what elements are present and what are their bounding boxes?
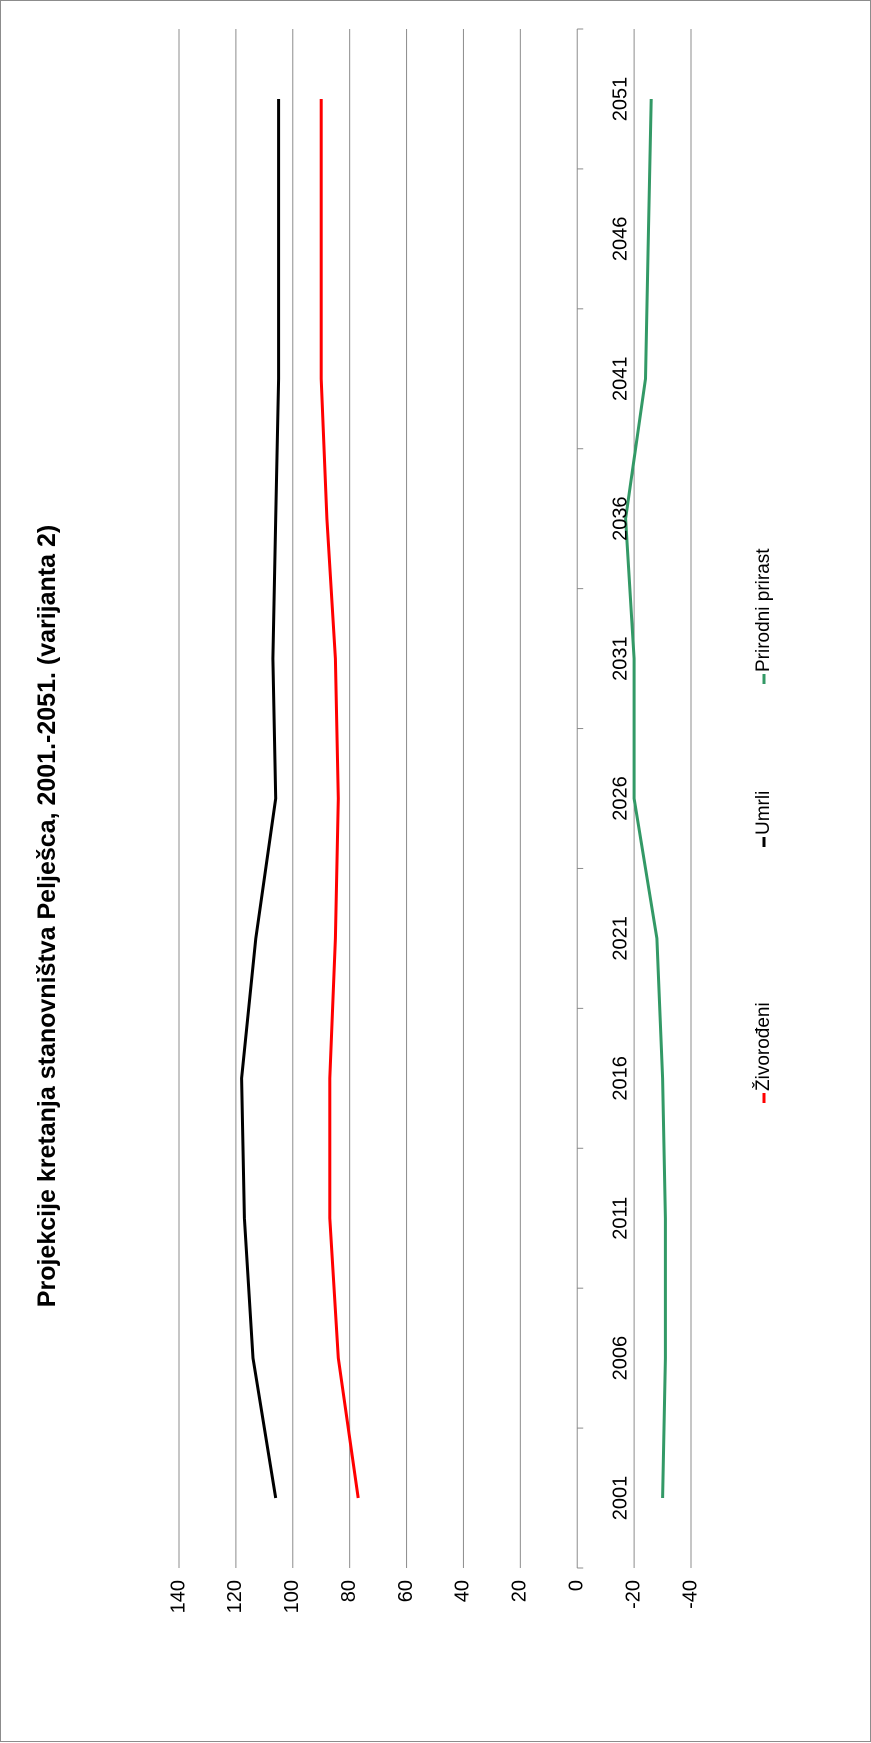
year-label-2021: 2021 <box>610 916 632 961</box>
year-label-2046: 2046 <box>610 217 632 262</box>
value-tick-label-60: 60 <box>395 1580 417 1602</box>
value-tick-label-80: 80 <box>338 1580 360 1602</box>
value-tick-label-20: 20 <box>509 1580 531 1602</box>
year-label-2031: 2031 <box>610 636 632 681</box>
value-tick-label-120: 120 <box>224 1580 246 1613</box>
year-label-2011: 2011 <box>610 1197 632 1240</box>
value-tick-label-40: 40 <box>452 1580 474 1602</box>
label-layer: -40 -20 0 20 40 60 80 100 120 140 2001 2006 2011 2016… <box>167 77 701 1614</box>
grid-layer <box>178 29 692 1568</box>
value-tick-label-100: 100 <box>281 1580 303 1613</box>
year-label-2041: 2041 <box>610 357 632 402</box>
axis-layer <box>576 28 584 1569</box>
year-label-2016: 2016 <box>610 1056 632 1101</box>
year-label-2001: 2001 <box>610 1476 632 1521</box>
value-tick-label--40: -40 <box>679 1580 701 1609</box>
year-label-2026: 2026 <box>610 776 632 821</box>
year-label-2051: 2051 <box>610 77 632 122</box>
legend-label-1: Umrli <box>753 791 774 835</box>
value-tick-label-0: 0 <box>566 1580 588 1591</box>
year-label-2036: 2036 <box>610 496 632 541</box>
legend-label-2: Prirodni prirast <box>753 548 774 672</box>
value-tick-label-140: 140 <box>167 1580 189 1613</box>
series-line-2 <box>624 98 667 1499</box>
legend: Živorođeni Umrli Prirodni prirast <box>752 548 774 1103</box>
value-tick-label--20: -20 <box>622 1580 644 1609</box>
series-line-0 <box>319 99 360 1499</box>
legend-label-0: Živorođeni <box>752 1002 774 1091</box>
series-line-1 <box>240 99 281 1499</box>
series-layer <box>240 98 667 1499</box>
year-label-2006: 2006 <box>610 1336 632 1381</box>
chart-title: Projekcije kretanja stanovništva Pelješc… <box>33 525 61 1307</box>
